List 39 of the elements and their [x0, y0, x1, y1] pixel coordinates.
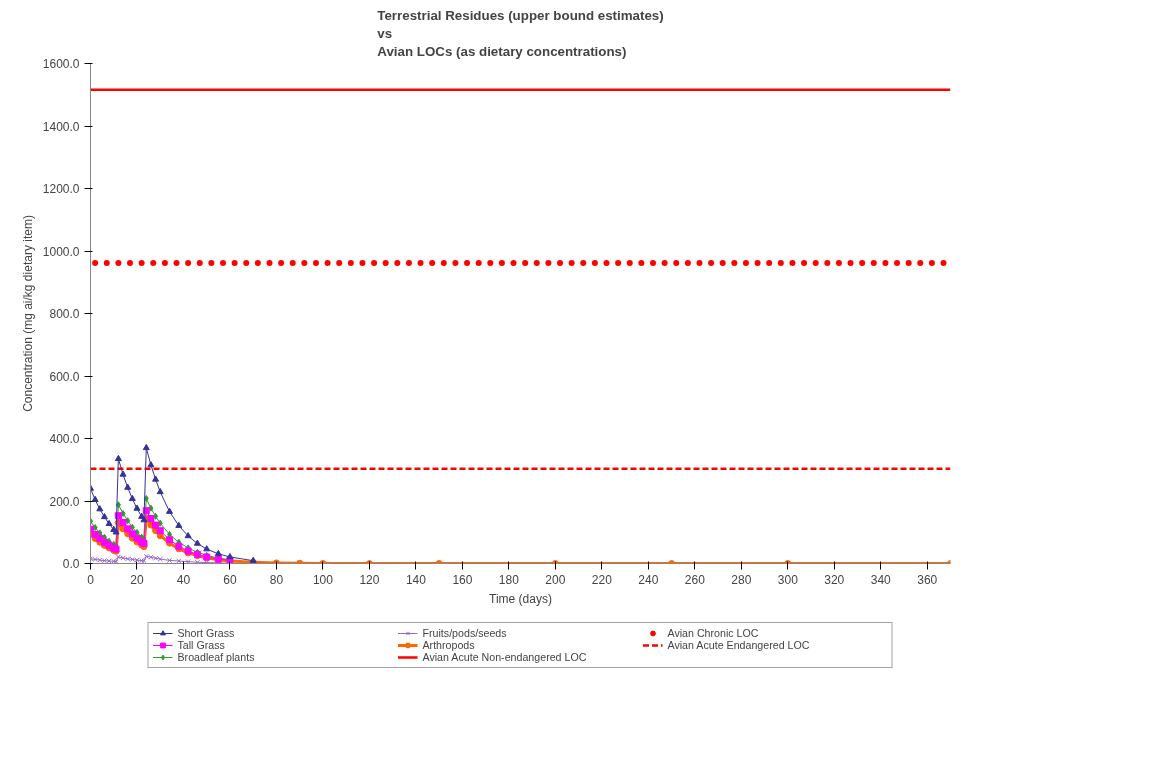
y-tick-label: 800.0 — [49, 307, 80, 321]
x-tick-label: 260 — [684, 572, 706, 587]
y-tick-label: 400.0 — [49, 432, 80, 446]
legend-label: Broadleaf plants — [177, 651, 256, 663]
y-tick-label: 0.0 — [62, 557, 80, 571]
y-tick-label: 200.0 — [49, 494, 80, 509]
legend-label: Short Grass — [177, 627, 236, 639]
y-tick-label: 600.0 — [49, 369, 80, 384]
x-tick-label: 200 — [545, 572, 566, 587]
x-axis-title: Time (days) — [489, 591, 552, 606]
x-tick-label: 220 — [591, 572, 613, 587]
chart-title: Terrestrial Residues (upper bound estimates) vs Avian LOCs (as dietary concentrations) — [377, 7, 664, 59]
legend-label: Tall Grass — [177, 639, 226, 651]
legend-label: Fruits/pods/seeds — [422, 627, 508, 639]
y-tick-label: 1200.0 — [42, 182, 80, 196]
x-tick-label: 140 — [405, 572, 427, 587]
x-tick-label: 180 — [498, 572, 520, 587]
legend-label: Avian Acute Endangered LOC — [667, 639, 811, 651]
y-tick-label: 1400.0 — [42, 119, 80, 134]
legend-label: Avian Acute Non-endangered LOC — [422, 651, 588, 663]
y-tick-label: 1600.0 — [42, 57, 80, 71]
y-tick-label: 1000.0 — [42, 244, 80, 259]
x-tick-label: 160 — [452, 572, 473, 587]
x-tick-label: 360 — [917, 572, 938, 587]
x-tick-label: 340 — [870, 572, 892, 587]
x-tick-label: 20 — [130, 572, 144, 587]
x-tick-label: 320 — [824, 572, 845, 587]
x-tick-label: 120 — [359, 572, 380, 587]
y-axis-title: Concentration (mg ai/kg dietary item) — [20, 215, 35, 412]
x-tick-label: 300 — [777, 572, 799, 587]
x-tick-label: 100 — [312, 572, 334, 587]
x-tick-label: 60 — [223, 572, 237, 587]
x-tick-label: 280 — [731, 572, 752, 587]
x-tick-label: 0 — [87, 572, 95, 587]
legend-label: Avian Chronic LOC — [667, 627, 760, 639]
x-tick-label: 240 — [638, 572, 659, 587]
x-tick-label: 40 — [176, 572, 191, 587]
legend-label: Arthropods — [422, 639, 476, 651]
x-tick-label: 80 — [269, 572, 284, 587]
